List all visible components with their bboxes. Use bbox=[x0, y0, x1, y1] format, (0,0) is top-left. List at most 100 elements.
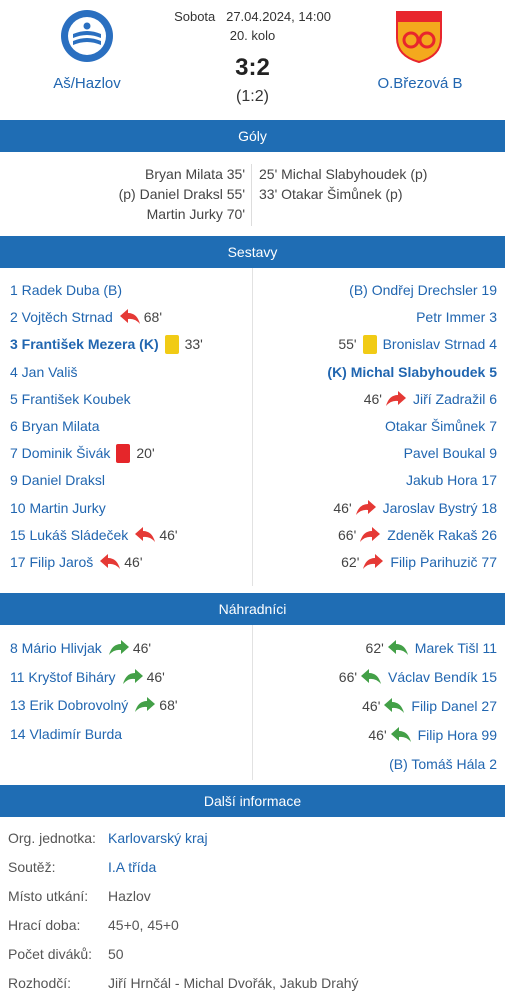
substitution-out-icon bbox=[119, 308, 141, 326]
player-row: 13 Erik Dobrovolný 68' bbox=[10, 692, 178, 718]
player-row: 15 Lukáš Sládeček 46' bbox=[10, 522, 178, 548]
player-name[interactable]: (K) Michal Slabyhoudek 5 bbox=[327, 364, 497, 380]
player-row: 4 Jan Vališ bbox=[10, 359, 77, 385]
player-name[interactable]: 10 Martin Jurky bbox=[10, 500, 106, 516]
player-row: 46' Jiří Zadražil 6 bbox=[364, 386, 497, 412]
player-name[interactable]: Filip Hora 99 bbox=[418, 727, 497, 743]
substitution-in-icon bbox=[360, 668, 382, 686]
player-name[interactable]: Filip Danel 27 bbox=[411, 698, 497, 714]
event-minute: 46' bbox=[364, 391, 382, 407]
event-minute: 68' bbox=[144, 309, 162, 325]
event-minute: 66' bbox=[338, 527, 356, 543]
player-row: Petr Immer 3 bbox=[416, 304, 497, 330]
substitution-in-icon bbox=[383, 697, 405, 715]
player-name[interactable]: Marek Tišl 11 bbox=[415, 640, 497, 656]
event-minute: 20' bbox=[136, 445, 154, 461]
info-row: Rozhodčí: Jiří Hrnčál - Michal Dvořák, Ja… bbox=[8, 975, 359, 995]
player-row: 5 František Koubek bbox=[10, 386, 131, 412]
player-row: (B) Tomáš Hála 2 bbox=[389, 751, 497, 777]
column-divider bbox=[252, 268, 253, 586]
goals-section: Bryan Milata 35' (p) Daniel Draksl 55' M… bbox=[0, 152, 505, 230]
player-name[interactable]: 8 Mário Hlivjak bbox=[10, 640, 102, 656]
player-name[interactable]: Jiří Zadražil 6 bbox=[413, 391, 497, 407]
lineups-grid: 1 Radek Duba (B) 2 Vojtěch Strnad 68' 3 Fra… bbox=[0, 268, 505, 586]
substitution-out-icon bbox=[362, 553, 384, 571]
info-label: Rozhodčí: bbox=[8, 975, 108, 995]
halftime-score: (1:2) bbox=[130, 88, 375, 106]
away-team-logo[interactable] bbox=[391, 8, 447, 64]
info-label: Místo utkání: bbox=[8, 888, 108, 908]
event-minute: 46' bbox=[124, 554, 142, 570]
player-row: 7 Dominik Šivák 20' bbox=[10, 440, 155, 466]
player-row: 46' Jaroslav Bystrý 18 bbox=[333, 495, 497, 521]
event-minute: 62' bbox=[341, 554, 359, 570]
info-label: Počet diváků: bbox=[8, 946, 108, 966]
home-goals: Bryan Milata 35' (p) Daniel Draksl 55' M… bbox=[0, 164, 252, 226]
player-row: Pavel Boukal 9 bbox=[404, 440, 497, 466]
player-name[interactable]: 6 Bryan Milata bbox=[10, 418, 99, 434]
player-name[interactable]: 3 František Mezera (K) bbox=[10, 336, 159, 352]
event-minute: 46' bbox=[362, 698, 380, 714]
player-name[interactable]: 4 Jan Vališ bbox=[10, 364, 77, 380]
player-name[interactable]: Pavel Boukal 9 bbox=[404, 445, 497, 461]
event-minute: 68' bbox=[159, 697, 177, 713]
info-value: Hazlov bbox=[108, 888, 151, 908]
player-row: 66' Václav Bendík 15 bbox=[339, 664, 497, 690]
event-minute: 55' bbox=[338, 336, 356, 352]
player-name[interactable]: (B) Tomáš Hála 2 bbox=[389, 756, 497, 772]
player-name[interactable]: (B) Ondřej Drechsler 19 bbox=[349, 282, 497, 298]
player-name[interactable]: 2 Vojtěch Strnad bbox=[10, 309, 113, 325]
goal-entry: Bryan Milata 35' bbox=[0, 164, 245, 184]
info-value[interactable]: I.A třída bbox=[108, 859, 156, 879]
substitution-out-icon bbox=[355, 499, 377, 517]
player-name[interactable]: Bronislav Strnad 4 bbox=[383, 336, 497, 352]
player-name[interactable]: Zdeněk Rakaš 26 bbox=[387, 527, 497, 543]
player-row: 17 Filip Jaroš 46' bbox=[10, 549, 143, 575]
substitution-out-icon bbox=[134, 526, 156, 544]
player-name[interactable]: Jakub Hora 17 bbox=[406, 472, 497, 488]
event-minute: 46' bbox=[333, 500, 351, 516]
player-name[interactable]: 15 Lukáš Sládeček bbox=[10, 527, 128, 543]
player-row: 8 Mário Hlivjak 46' bbox=[10, 635, 151, 661]
player-name[interactable]: 1 Radek Duba (B) bbox=[10, 282, 122, 298]
info-row: Soutěž: I.A třída bbox=[8, 859, 156, 879]
home-team-logo[interactable] bbox=[59, 8, 115, 64]
event-minute: 46' bbox=[368, 727, 386, 743]
info-value: 50 bbox=[108, 946, 124, 966]
info-value[interactable]: Karlovarský kraj bbox=[108, 830, 208, 850]
player-row: 10 Martin Jurky bbox=[10, 495, 106, 521]
goals-section-header: Góly bbox=[0, 120, 505, 152]
player-name[interactable]: Otakar Šimůnek 7 bbox=[385, 418, 497, 434]
red-card-icon bbox=[116, 444, 130, 463]
player-row: 46' Filip Hora 99 bbox=[368, 722, 497, 748]
player-name[interactable]: 9 Daniel Draksl bbox=[10, 472, 105, 488]
player-row: (B) Ondřej Drechsler 19 bbox=[349, 277, 497, 303]
info-row: Místo utkání: Hazlov bbox=[8, 888, 151, 908]
info-value: Jiří Hrnčál - Michal Dvořák, Jakub Drahý bbox=[108, 975, 359, 995]
info-label: Hrací doba: bbox=[8, 917, 108, 937]
player-name[interactable]: Filip Parihuzič 77 bbox=[390, 554, 497, 570]
player-row: 55' Bronislav Strnad 4 bbox=[338, 331, 497, 357]
match-score: 3:2 bbox=[130, 54, 375, 82]
event-minute: 46' bbox=[133, 640, 151, 656]
info-row: Org. jednotka: Karlovarský kraj bbox=[8, 830, 208, 850]
goal-entry: (p) Daniel Draksl 55' bbox=[0, 184, 245, 204]
player-row: 46' Filip Danel 27 bbox=[362, 693, 497, 719]
player-name[interactable]: 13 Erik Dobrovolný bbox=[10, 697, 128, 713]
goal-entry: 33' Otakar Šimůnek (p) bbox=[259, 184, 505, 204]
player-name[interactable]: 7 Dominik Šivák bbox=[10, 445, 110, 461]
player-name[interactable]: 17 Filip Jaroš bbox=[10, 554, 93, 570]
player-row: 11 Kryštof Biháry 46' bbox=[10, 664, 165, 690]
player-name[interactable]: 11 Kryštof Biháry bbox=[10, 669, 116, 685]
away-goals: 25' Michal Slabyhoudek (p) 33' Otakar Ši… bbox=[253, 164, 505, 204]
event-minute: 62' bbox=[366, 640, 384, 656]
player-name[interactable]: Petr Immer 3 bbox=[416, 309, 497, 325]
player-name[interactable]: 14 Vladimír Burda bbox=[10, 726, 122, 742]
player-name[interactable]: 5 František Koubek bbox=[10, 391, 131, 407]
player-name[interactable]: Jaroslav Bystrý 18 bbox=[383, 500, 497, 516]
player-row: 66' Zdeněk Rakaš 26 bbox=[338, 522, 497, 548]
player-name[interactable]: Václav Bendík 15 bbox=[388, 669, 497, 685]
substitution-out-icon bbox=[385, 390, 407, 408]
column-divider bbox=[252, 625, 253, 780]
player-row: (K) Michal Slabyhoudek 5 bbox=[327, 359, 497, 385]
